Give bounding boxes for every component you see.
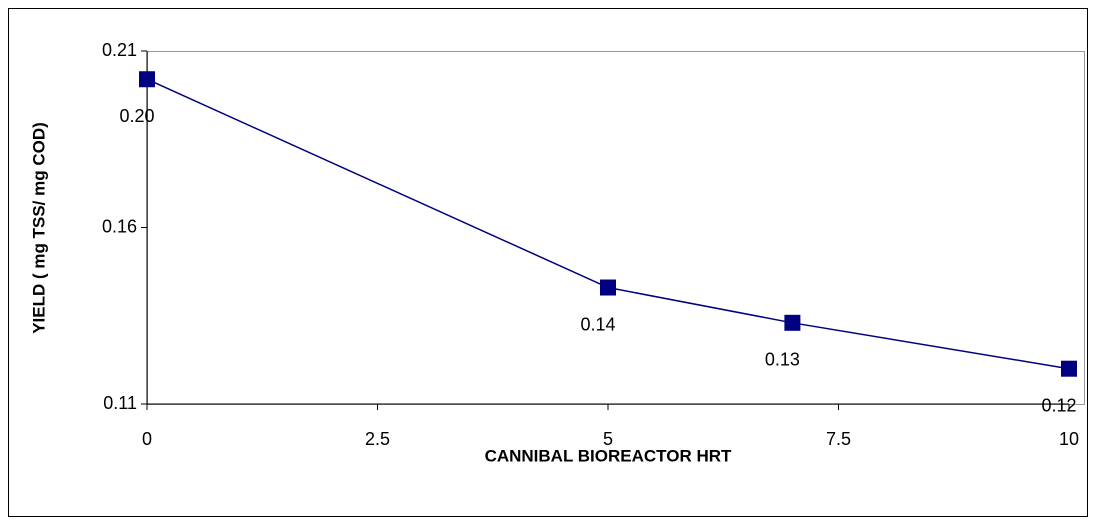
x-tick-label: 5 — [603, 429, 613, 449]
y-tick-label: 0.16 — [102, 216, 137, 236]
series-line — [146, 78, 1070, 370]
y-tick-label: 0.21 — [102, 40, 137, 60]
data-label: 0.13 — [765, 350, 800, 370]
marker — [1061, 360, 1077, 377]
data-label: 0.12 — [1041, 395, 1076, 415]
data-label: 0.14 — [580, 314, 615, 334]
data-label: 0.20 — [119, 106, 154, 126]
y-axis-title: YIELD ( mg TSS/ mg COD) — [29, 122, 48, 334]
y-tick-label: 0.11 — [103, 393, 137, 413]
marker — [784, 314, 801, 331]
x-tick-label: 10 — [1059, 429, 1079, 449]
marker — [600, 279, 616, 296]
marker — [139, 71, 155, 88]
x-tick-label: 0 — [142, 429, 152, 449]
chart-frame — [8, 8, 1088, 517]
x-axis-title: CANNIBAL BIOREACTOR HRT — [485, 446, 732, 465]
x-tick-label: 2.5 — [365, 429, 390, 449]
x-tick-label: 7.5 — [826, 429, 851, 449]
